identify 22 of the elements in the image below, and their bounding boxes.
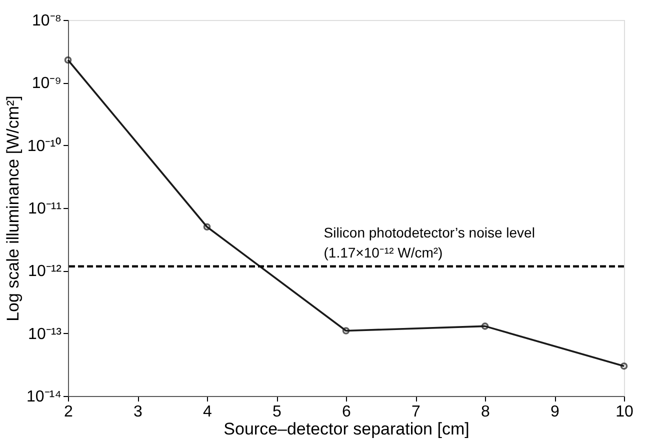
x-tick-label: 8: [481, 404, 490, 420]
x-tick-label: 2: [64, 404, 74, 420]
y-tick-label: 10⁻¹⁰: [27, 136, 62, 155]
y-axis-title: Log scale illuminance [W/cm²]: [4, 96, 22, 322]
y-tick-label: 10⁻¹²: [28, 263, 62, 280]
x-tick-label: 9: [550, 404, 560, 420]
x-tick-label: 4: [203, 404, 212, 420]
x-tick-label: 6: [342, 404, 352, 420]
x-tick-label: 3: [134, 404, 143, 420]
x-tick-label: 5: [272, 404, 282, 420]
x-tick-label: 7: [412, 404, 421, 420]
y-tick-label: 10⁻¹³: [28, 326, 62, 343]
y-tick-label: 10⁻¹⁴: [26, 388, 62, 406]
ref-line-label: Silicon photodetector’s noise level (1.17×10⁻¹² W/cm²): [324, 224, 535, 260]
y-tick-label: 10⁻⁸: [32, 12, 62, 30]
point: [342, 327, 350, 334]
x-axis-title: Source–detector separation [cm]: [224, 420, 470, 438]
x-tick-label: 10: [616, 404, 634, 420]
y-tick-label: 10⁻¹¹: [28, 200, 62, 218]
point: [481, 322, 489, 330]
y-tick-label: 10⁻⁹: [32, 75, 62, 92]
point: [203, 223, 211, 230]
